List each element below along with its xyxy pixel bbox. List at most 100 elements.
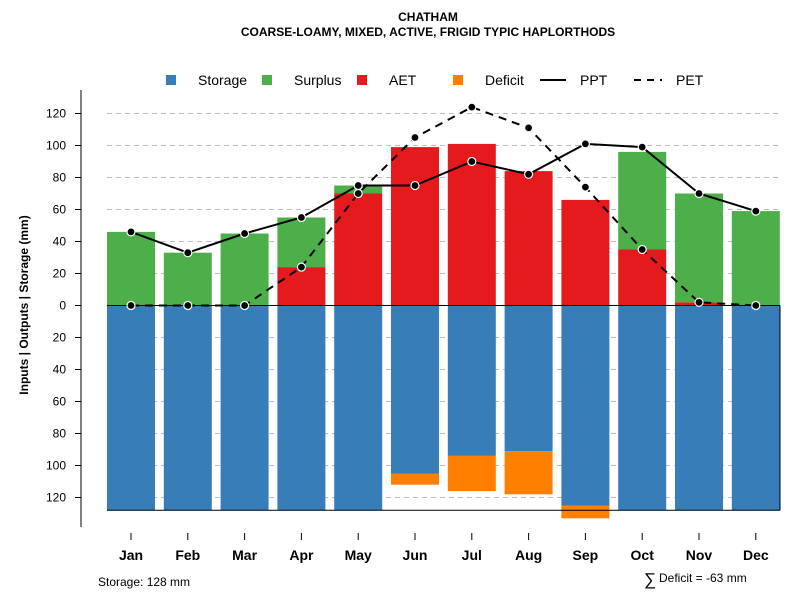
x-tick-label: Dec: [743, 547, 769, 563]
ppt-point: [694, 188, 704, 199]
x-tick-label: Jun: [403, 547, 428, 563]
pet-point: [637, 244, 647, 255]
pet-point: [296, 262, 306, 272]
bar-deficit: [391, 473, 439, 485]
legend-swatch: [357, 75, 367, 85]
bar-storage: [391, 305, 439, 474]
gridlines: [107, 113, 780, 498]
pet-point: [694, 297, 704, 307]
bar-storage: [220, 305, 269, 511]
pet-point: [126, 300, 136, 311]
y-tick-label: 0: [59, 299, 66, 313]
x-tick-label: Aug: [515, 547, 542, 563]
pet-line: [131, 106, 756, 307]
legend-swatch: [166, 75, 176, 85]
y-tick-label: 60: [53, 395, 67, 409]
bar-storage: [731, 305, 780, 511]
x-tick-label: May: [345, 547, 372, 563]
y-tick-label: 20: [53, 331, 67, 345]
bar-surplus: [107, 231, 155, 306]
pet-point: [523, 123, 534, 133]
bar-aet: [277, 267, 326, 306]
bar-aet: [504, 171, 553, 306]
bar-storage: [504, 305, 553, 452]
chart-subtitle: COARSE-LOAMY, MIXED, ACTIVE, FRIGID TYPI…: [241, 25, 615, 39]
ppt-point: [580, 139, 591, 149]
x-tick-label: Nov: [686, 547, 713, 563]
x-tick-label: Apr: [289, 547, 314, 563]
bar-aet: [561, 199, 610, 306]
x-tick-label: Jul: [462, 547, 482, 563]
storage-note: Storage: 128 mm: [98, 575, 190, 589]
axes: 120 100 80 60 40 20 0 20 40 60 80 100 120 Jan Feb Mar Ap…: [46, 90, 769, 563]
bar-surplus: [675, 193, 723, 303]
legend-label: PET: [676, 72, 704, 88]
y-tick-label: 60: [53, 203, 67, 217]
pet-point: [410, 132, 420, 143]
pet-point: [467, 102, 477, 112]
ppt-point: [296, 212, 306, 223]
chart-title: CHATHAM: [398, 10, 458, 24]
x-tick-label: Sep: [573, 547, 599, 563]
bar-surplus: [163, 252, 212, 306]
x-tick-label: Oct: [631, 547, 655, 563]
bar-storage: [163, 305, 212, 511]
bar-storage: [618, 305, 667, 511]
ppt-point: [751, 206, 761, 216]
legend-swatch: [453, 75, 463, 85]
legend-label: Storage: [198, 72, 247, 88]
x-tick-label: Feb: [175, 547, 200, 563]
bar-aet: [334, 193, 383, 306]
y-tick-label: 80: [53, 427, 67, 441]
pet-point: [353, 188, 363, 199]
bar-aet: [618, 249, 667, 306]
pet-point: [580, 182, 591, 192]
legend-label: Deficit: [485, 72, 524, 88]
bar-storage: [447, 305, 496, 456]
bar-aet: [391, 147, 439, 306]
y-tick-label: 80: [53, 171, 67, 185]
deficit-sum: Deficit = -63 mm: [659, 571, 747, 585]
y-tick-label: 100: [46, 459, 66, 473]
bar-surplus: [731, 211, 780, 306]
bar-storage: [277, 305, 326, 511]
legend-swatch: [262, 75, 272, 85]
ppt-point: [637, 142, 647, 152]
bar-storage: [107, 305, 155, 511]
bar-storage: [334, 305, 383, 511]
bar-surplus: [618, 151, 667, 250]
y-tick-label: 40: [53, 235, 67, 249]
bar-deficit: [504, 451, 553, 495]
ppt-point: [183, 248, 193, 258]
legend-label: PPT: [580, 72, 608, 88]
y-tick-label: 120: [46, 107, 66, 121]
y-tick-label: 100: [46, 139, 66, 153]
y-tick-label: 120: [46, 491, 66, 505]
lines: [126, 102, 761, 311]
ppt-point: [410, 180, 420, 191]
ppt-point: [467, 156, 477, 167]
pet-point: [240, 300, 250, 311]
x-tick-label: Mar: [232, 547, 257, 563]
legend-label: AET: [389, 72, 417, 88]
bar-surplus: [277, 217, 326, 268]
ppt-point: [240, 228, 250, 239]
x-tick-label: Jan: [119, 547, 143, 563]
sum-symbol: ∑: [644, 570, 656, 589]
bars: [107, 143, 781, 519]
ppt-point: [523, 169, 534, 179]
bar-storage: [561, 305, 610, 506]
y-tick-label: 40: [53, 363, 67, 377]
ppt-point: [353, 180, 363, 191]
y-axis-label: Inputs | Outputs | Storage (mm): [17, 215, 31, 394]
bar-deficit: [447, 455, 496, 492]
bar-deficit: [561, 505, 610, 519]
y-tick-label: 20: [53, 267, 67, 281]
ppt-line: [130, 142, 757, 254]
pet-point: [183, 300, 193, 311]
ppt-point: [126, 227, 136, 237]
legend: Storage Surplus AET Deficit PPT PET: [166, 72, 704, 88]
bar-storage: [675, 305, 723, 511]
bar-aet: [447, 143, 496, 306]
